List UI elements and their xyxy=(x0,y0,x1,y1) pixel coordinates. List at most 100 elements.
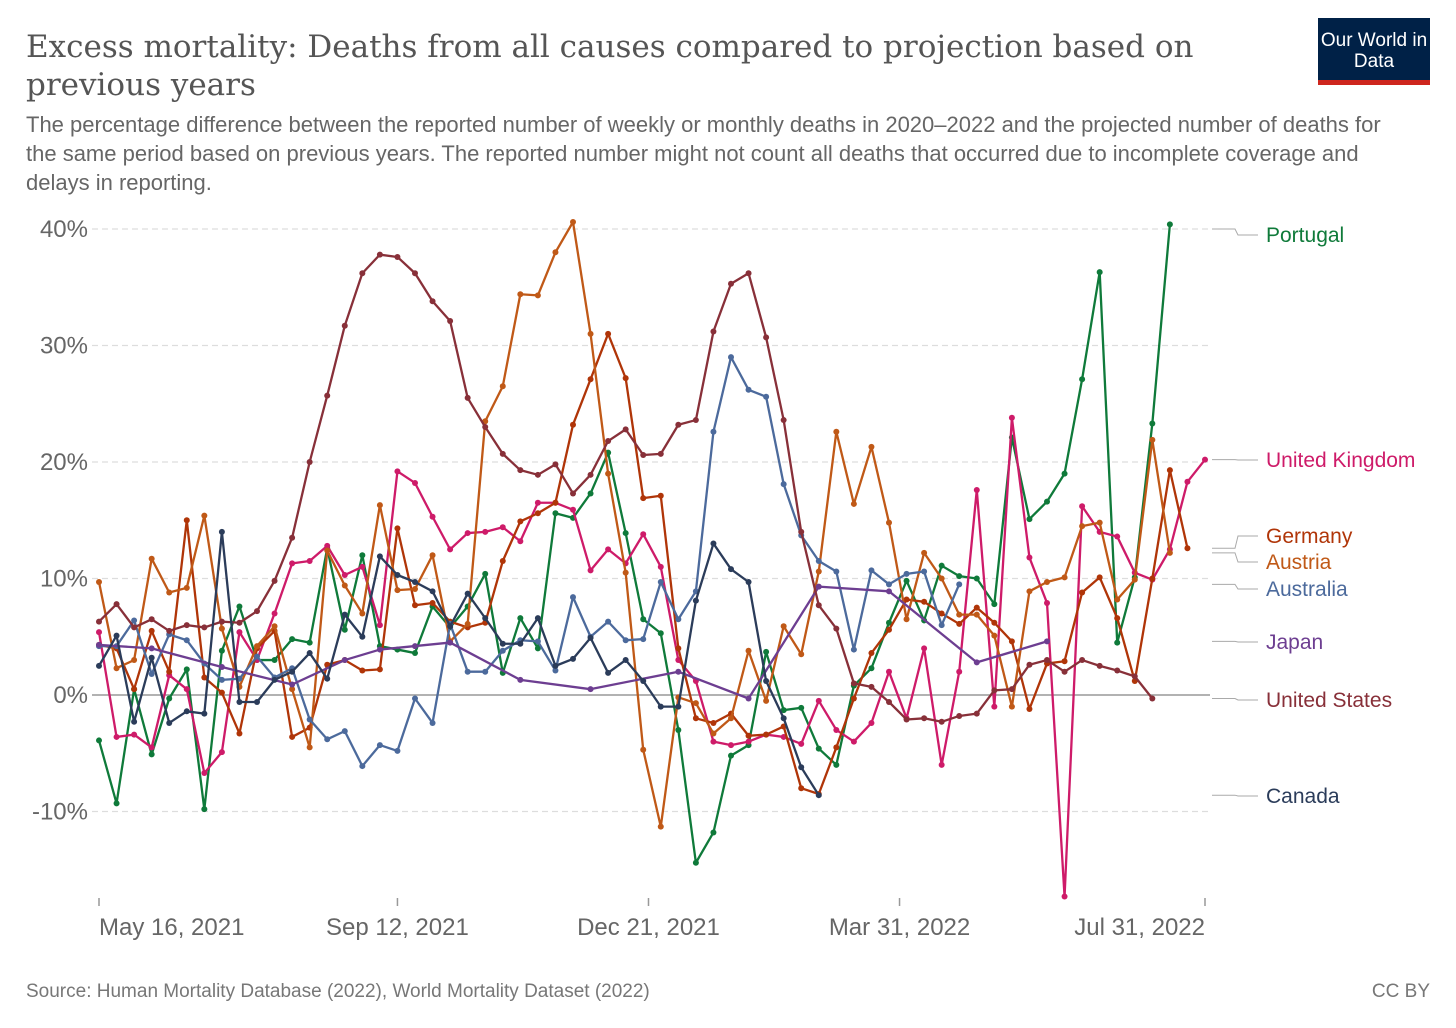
data-point xyxy=(113,665,120,672)
series-united-states xyxy=(96,251,1156,725)
data-point xyxy=(236,730,243,737)
data-point xyxy=(359,763,366,770)
data-point xyxy=(306,716,313,723)
data-point xyxy=(587,686,594,693)
series-line xyxy=(98,332,1189,796)
legend-connector xyxy=(1212,228,1258,236)
license-link[interactable]: CC BY xyxy=(1371,981,1430,1002)
data-point xyxy=(1044,498,1050,505)
y-tick-label: 10% xyxy=(40,566,88,593)
data-point xyxy=(341,657,348,664)
data-point xyxy=(289,686,296,693)
data-point xyxy=(96,662,102,669)
data-point xyxy=(622,375,629,382)
data-point xyxy=(306,558,313,565)
data-point xyxy=(675,616,682,623)
series-line xyxy=(97,224,1172,864)
series-japan xyxy=(96,583,1050,702)
data-point xyxy=(289,681,296,688)
data-point xyxy=(815,602,822,609)
data-point xyxy=(271,657,278,664)
data-point xyxy=(1114,615,1121,622)
data-point xyxy=(394,253,401,260)
data-point xyxy=(956,620,963,627)
x-tick-label: Mar 31, 2022 xyxy=(829,914,970,941)
data-point xyxy=(1184,478,1191,485)
chart-subtitle: The percentage difference between the re… xyxy=(26,112,1381,195)
data-point xyxy=(570,490,576,497)
data-point xyxy=(956,611,963,618)
data-point xyxy=(622,569,629,576)
data-point xyxy=(183,666,190,673)
data-point xyxy=(359,552,366,559)
y-tick-label: 40% xyxy=(40,216,88,243)
data-point xyxy=(429,719,436,726)
data-point xyxy=(1114,667,1121,674)
data-point xyxy=(605,618,612,625)
data-point xyxy=(1008,414,1015,421)
data-point xyxy=(96,629,102,636)
data-point xyxy=(131,624,138,631)
data-point xyxy=(886,698,892,705)
data-point xyxy=(1149,575,1156,582)
data-point xyxy=(886,588,892,595)
data-point xyxy=(780,715,787,722)
data-point xyxy=(534,645,541,652)
data-point xyxy=(1149,436,1156,443)
data-point xyxy=(359,633,366,640)
data-point xyxy=(517,640,524,647)
legend-label: United States xyxy=(1266,689,1392,712)
data-point xyxy=(938,610,945,617)
data-point xyxy=(710,540,717,547)
series-canada xyxy=(96,528,822,799)
data-point xyxy=(429,588,436,595)
owid-logo[interactable]: Our World in Data xyxy=(1318,18,1430,85)
series-line xyxy=(98,530,820,796)
data-point xyxy=(921,715,928,722)
data-point xyxy=(1079,503,1086,510)
data-point xyxy=(622,426,629,433)
data-point xyxy=(482,570,489,577)
data-point xyxy=(815,745,822,752)
data-point xyxy=(254,643,260,650)
data-point xyxy=(324,392,331,399)
data-point xyxy=(1026,661,1033,668)
data-point xyxy=(903,577,910,584)
data-point xyxy=(218,625,225,632)
x-tick-label: Dec 21, 2021 xyxy=(577,914,720,941)
data-point xyxy=(534,471,541,478)
data-point xyxy=(657,492,664,499)
data-point xyxy=(166,668,173,675)
data-point xyxy=(622,637,629,644)
data-point xyxy=(96,737,102,744)
data-point xyxy=(1026,588,1033,595)
data-point xyxy=(1114,533,1121,540)
data-point xyxy=(236,629,243,636)
data-point xyxy=(780,417,787,424)
data-point xyxy=(289,668,296,675)
data-point xyxy=(868,650,875,657)
data-point xyxy=(886,626,892,633)
data-point xyxy=(675,421,682,428)
data-point xyxy=(886,668,892,675)
series-line xyxy=(97,220,1172,828)
data-point xyxy=(183,708,190,715)
data-point xyxy=(429,513,436,520)
data-point xyxy=(552,510,559,517)
data-point xyxy=(903,596,910,603)
data-point xyxy=(1184,545,1191,552)
series-united-kingdom xyxy=(96,414,1208,900)
data-point xyxy=(517,615,524,622)
data-point xyxy=(499,383,506,390)
data-point xyxy=(464,530,471,537)
data-point xyxy=(218,618,225,625)
data-point xyxy=(394,587,401,594)
data-point xyxy=(534,499,541,506)
data-point xyxy=(692,700,699,707)
data-point xyxy=(1079,657,1086,664)
data-point xyxy=(201,770,208,777)
data-point xyxy=(552,461,559,468)
data-point xyxy=(956,573,963,580)
data-point xyxy=(534,292,541,299)
data-point xyxy=(921,549,928,556)
